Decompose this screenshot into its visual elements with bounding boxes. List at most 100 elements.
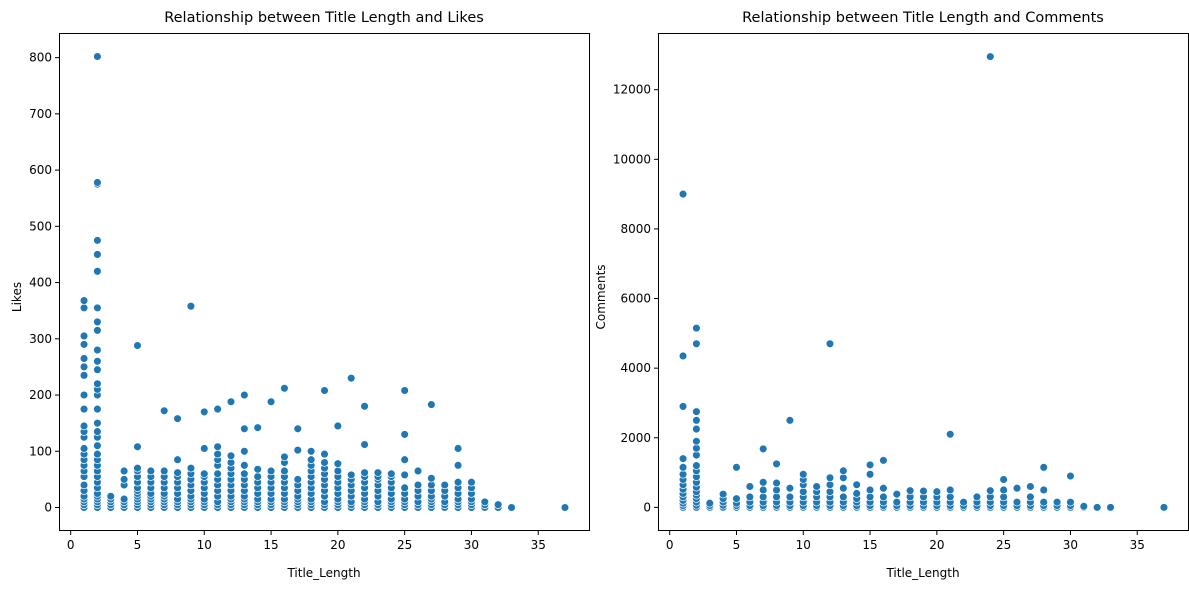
- likes-data-point: [400, 470, 409, 480]
- comments-data-point: [839, 483, 848, 493]
- likes-data-point: [79, 296, 89, 305]
- comments-data-point: [865, 460, 875, 470]
- likes-data-point: [280, 452, 289, 462]
- likes-data-point: [453, 477, 463, 487]
- likes-data-point: [373, 468, 383, 477]
- likes-x-tick-label: 35: [531, 538, 546, 552]
- likes-data-point: [320, 386, 329, 395]
- comments-plot-frame: [658, 33, 1189, 531]
- likes-data-point: [79, 480, 89, 490]
- likes-data-point: [93, 441, 102, 450]
- likes-data-point: [400, 455, 409, 464]
- comments-data-point: [1066, 471, 1075, 481]
- comments-data-point: [945, 430, 955, 439]
- comments-scatter-chart: Relationship between Title Length and Co…: [594, 10, 1189, 580]
- likes-data-point: [493, 500, 503, 509]
- likes-data-point: [293, 475, 303, 484]
- comments-x-tick-label: 5: [733, 538, 741, 552]
- likes-data-point: [93, 317, 102, 327]
- comments-data-point: [905, 486, 915, 495]
- likes-data-point: [93, 418, 102, 428]
- likes-data-point: [400, 386, 409, 395]
- likes-data-point: [93, 236, 102, 245]
- likes-data-point: [213, 469, 222, 479]
- likes-data-point: [173, 468, 182, 477]
- likes-data-point: [93, 357, 102, 366]
- comments-y-tick-label: 6000: [620, 292, 651, 306]
- comments-data-point: [932, 487, 942, 496]
- comments-y-tick-label: 12000: [613, 83, 651, 97]
- likes-y-tick-label: 300: [29, 332, 52, 346]
- comments-x-tick-label: 0: [666, 538, 674, 552]
- comments-data-point: [692, 461, 701, 470]
- comments-data-point: [772, 478, 781, 488]
- comments-data-point: [678, 454, 688, 463]
- comments-data-point: [678, 351, 688, 361]
- likes-data-point: [93, 250, 102, 259]
- likes-data-point: [93, 365, 102, 374]
- likes-data-point: [79, 404, 89, 414]
- comments-data-point: [732, 494, 741, 503]
- likes-data-point: [293, 445, 303, 455]
- likes-data-point: [280, 384, 289, 393]
- likes-data-point: [200, 407, 209, 417]
- comments-data-point: [692, 323, 701, 333]
- comments-data-point: [839, 466, 848, 476]
- comments-data-point: [1079, 502, 1089, 511]
- comments-data-point: [785, 492, 795, 502]
- likes-data-point: [467, 477, 476, 487]
- comments-data-point: [1159, 503, 1169, 512]
- likes-data-point: [93, 178, 102, 187]
- comments-y-tick-label: 10000: [613, 152, 651, 166]
- comments-points: [678, 52, 1169, 512]
- likes-x-tick-label: 10: [197, 538, 212, 552]
- likes-data-point: [186, 463, 196, 473]
- comments-ticks: 0 5 10 15 20 25 30 35 0 2000 4000 6000 8000 10000 1200…: [613, 83, 1145, 552]
- likes-data-point: [213, 449, 222, 459]
- likes-data-point: [240, 469, 249, 479]
- comments-data-point: [799, 470, 808, 479]
- likes-data-point: [79, 303, 89, 313]
- comments-data-point: [772, 459, 781, 469]
- likes-data-point: [440, 480, 449, 490]
- comments-data-point: [678, 463, 688, 472]
- comments-chart-title: Relationship between Title Length and Co…: [742, 10, 1104, 26]
- likes-x-tick-label: 5: [134, 538, 142, 552]
- likes-y-tick-label: 700: [29, 107, 52, 121]
- comments-x-tick-label: 25: [996, 538, 1011, 552]
- comments-data-point: [852, 489, 861, 498]
- likes-data-point: [266, 397, 276, 407]
- comments-data-point: [718, 489, 728, 499]
- likes-data-point: [333, 459, 343, 468]
- likes-x-tick-label: 25: [397, 538, 412, 552]
- likes-data-point: [79, 421, 89, 431]
- comments-x-tick-label: 15: [862, 538, 877, 552]
- likes-x-tick-label: 30: [464, 538, 479, 552]
- likes-y-tick-label: 200: [29, 388, 52, 402]
- comments-data-point: [879, 456, 888, 465]
- likes-y-tick-label: 0: [44, 501, 52, 515]
- comments-y-axis-label: Comments: [594, 264, 608, 329]
- comments-data-point: [919, 486, 928, 496]
- comments-data-point: [758, 485, 768, 495]
- likes-data-point: [333, 421, 343, 431]
- comments-y-tick-label: 0: [643, 500, 651, 514]
- likes-data-point: [413, 466, 423, 476]
- comments-data-point: [678, 189, 688, 199]
- likes-data-point: [306, 455, 316, 464]
- comments-x-tick-label: 35: [1130, 538, 1145, 552]
- likes-data-point: [560, 503, 570, 512]
- likes-data-point: [346, 470, 356, 480]
- comments-data-point: [678, 402, 688, 411]
- comments-data-point: [692, 407, 701, 416]
- comments-data-point: [1012, 483, 1022, 493]
- likes-data-point: [133, 341, 142, 350]
- likes-data-point: [333, 466, 343, 476]
- likes-scatter-chart: Relationship between Title Length and Li…: [10, 10, 590, 580]
- likes-points: [79, 52, 570, 512]
- likes-data-point: [253, 465, 262, 474]
- comments-data-point: [839, 492, 848, 502]
- likes-data-point: [79, 331, 89, 341]
- comments-data-point: [692, 424, 701, 434]
- comments-data-point: [812, 482, 821, 491]
